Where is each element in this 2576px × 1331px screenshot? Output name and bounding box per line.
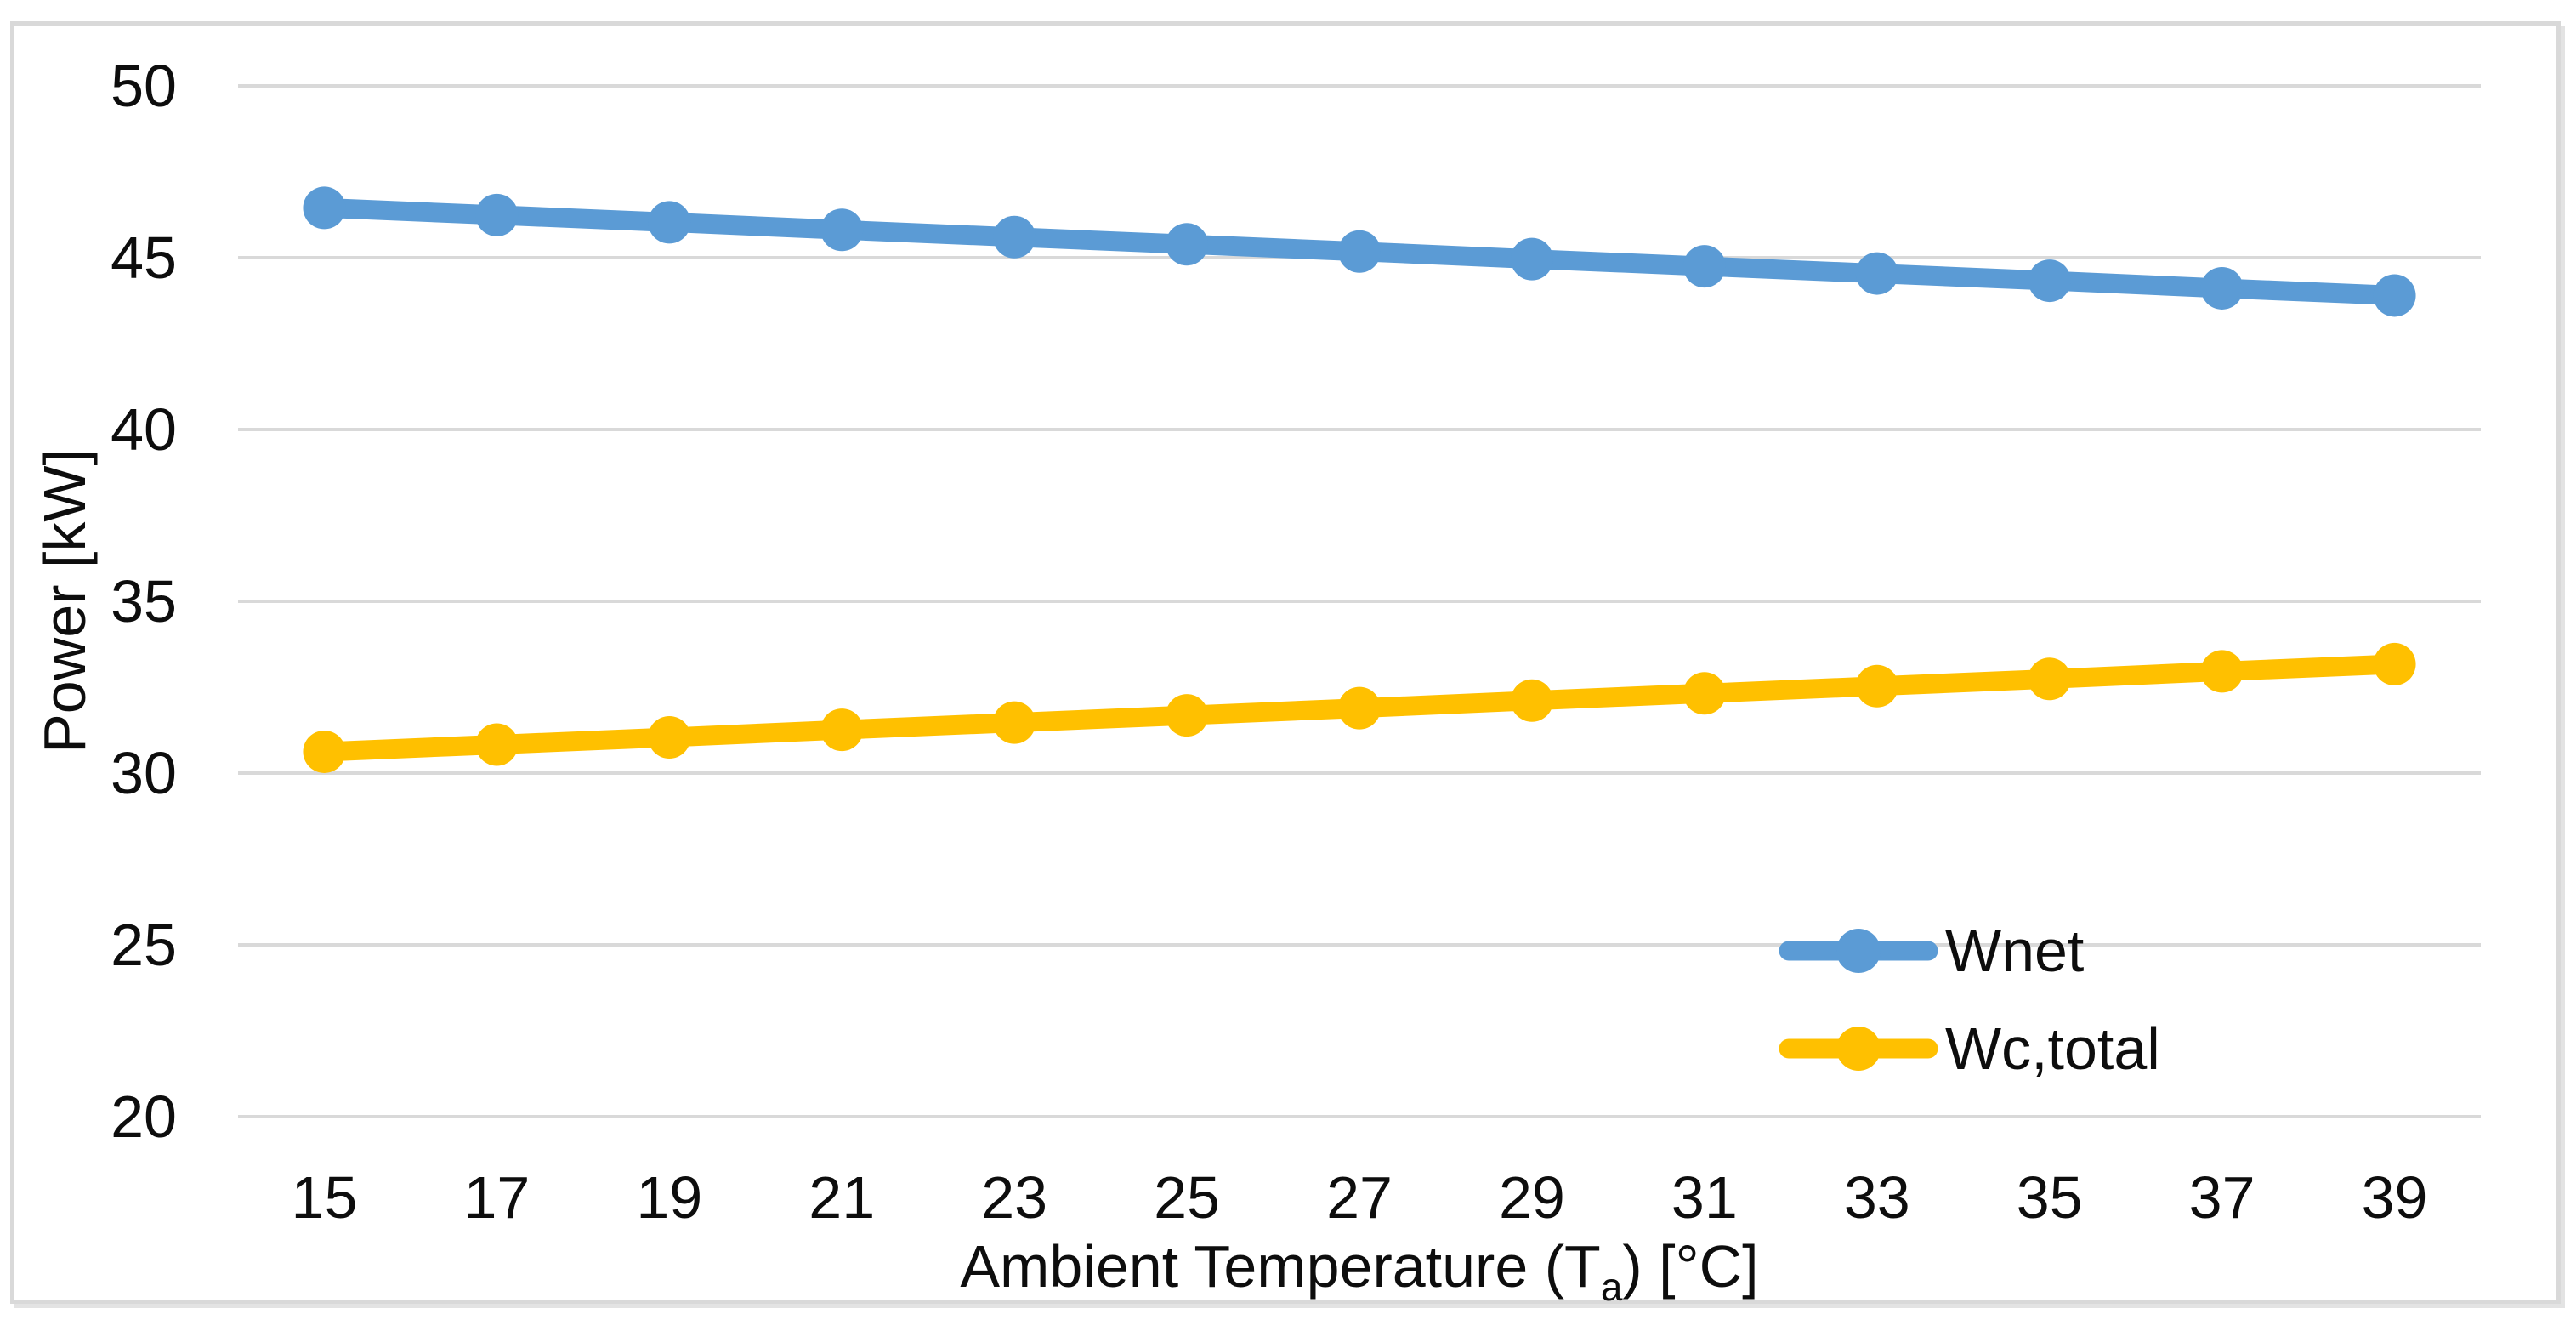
legend-line-marker-icon [1779,1027,1938,1071]
data-point-marker [1855,252,1898,295]
data-point-marker [1166,694,1209,737]
data-point-marker [303,186,346,230]
data-point-marker [1166,223,1209,266]
data-point-marker [2373,642,2416,685]
data-point-marker [1510,237,1553,281]
data-point-marker [820,708,864,752]
data-point-marker [475,723,519,766]
series-wc-total [303,642,2416,773]
data-point-marker [303,730,346,773]
data-point-marker [993,701,1036,744]
data-point-marker [993,215,1036,259]
data-point-marker [1510,679,1553,722]
x-axis-title: Ambient Temperature (Ta) [°C] [238,1233,2481,1309]
data-point-marker [2200,650,2244,693]
y-axis-title-column: Power [kW] [31,86,99,1117]
legend-item-wnet: Wnet [1777,914,2084,987]
y-axis-title: Power [kW] [31,449,99,754]
chart-border-frame [10,21,2561,1304]
legend-line-marker-icon [1779,929,1938,973]
data-point-marker [2373,274,2416,317]
legend-item-wc-total: Wc,total [1777,1012,2160,1085]
data-point-marker [2028,259,2071,303]
x-axis-title-pre: Ambient Temperature (T [960,1233,1601,1300]
x-axis-title-subscript: a [1600,1265,1623,1309]
legend-label: Wnet [1945,918,2085,984]
data-point-marker [648,201,691,244]
data-point-marker [2028,657,2071,701]
x-axis-title-post: ) [°C] [1622,1233,1759,1300]
data-point-marker [475,193,519,236]
data-point-marker [1855,664,1898,708]
legend-label: Wc,total [1945,1015,2160,1082]
data-point-marker [648,715,691,759]
data-point-marker [820,208,864,252]
series-wnet [303,186,2416,317]
data-point-marker [1682,672,1726,715]
data-point-marker [1682,245,1726,288]
data-point-marker [2200,266,2244,310]
data-point-marker [1338,230,1381,273]
data-point-marker [1338,686,1381,730]
